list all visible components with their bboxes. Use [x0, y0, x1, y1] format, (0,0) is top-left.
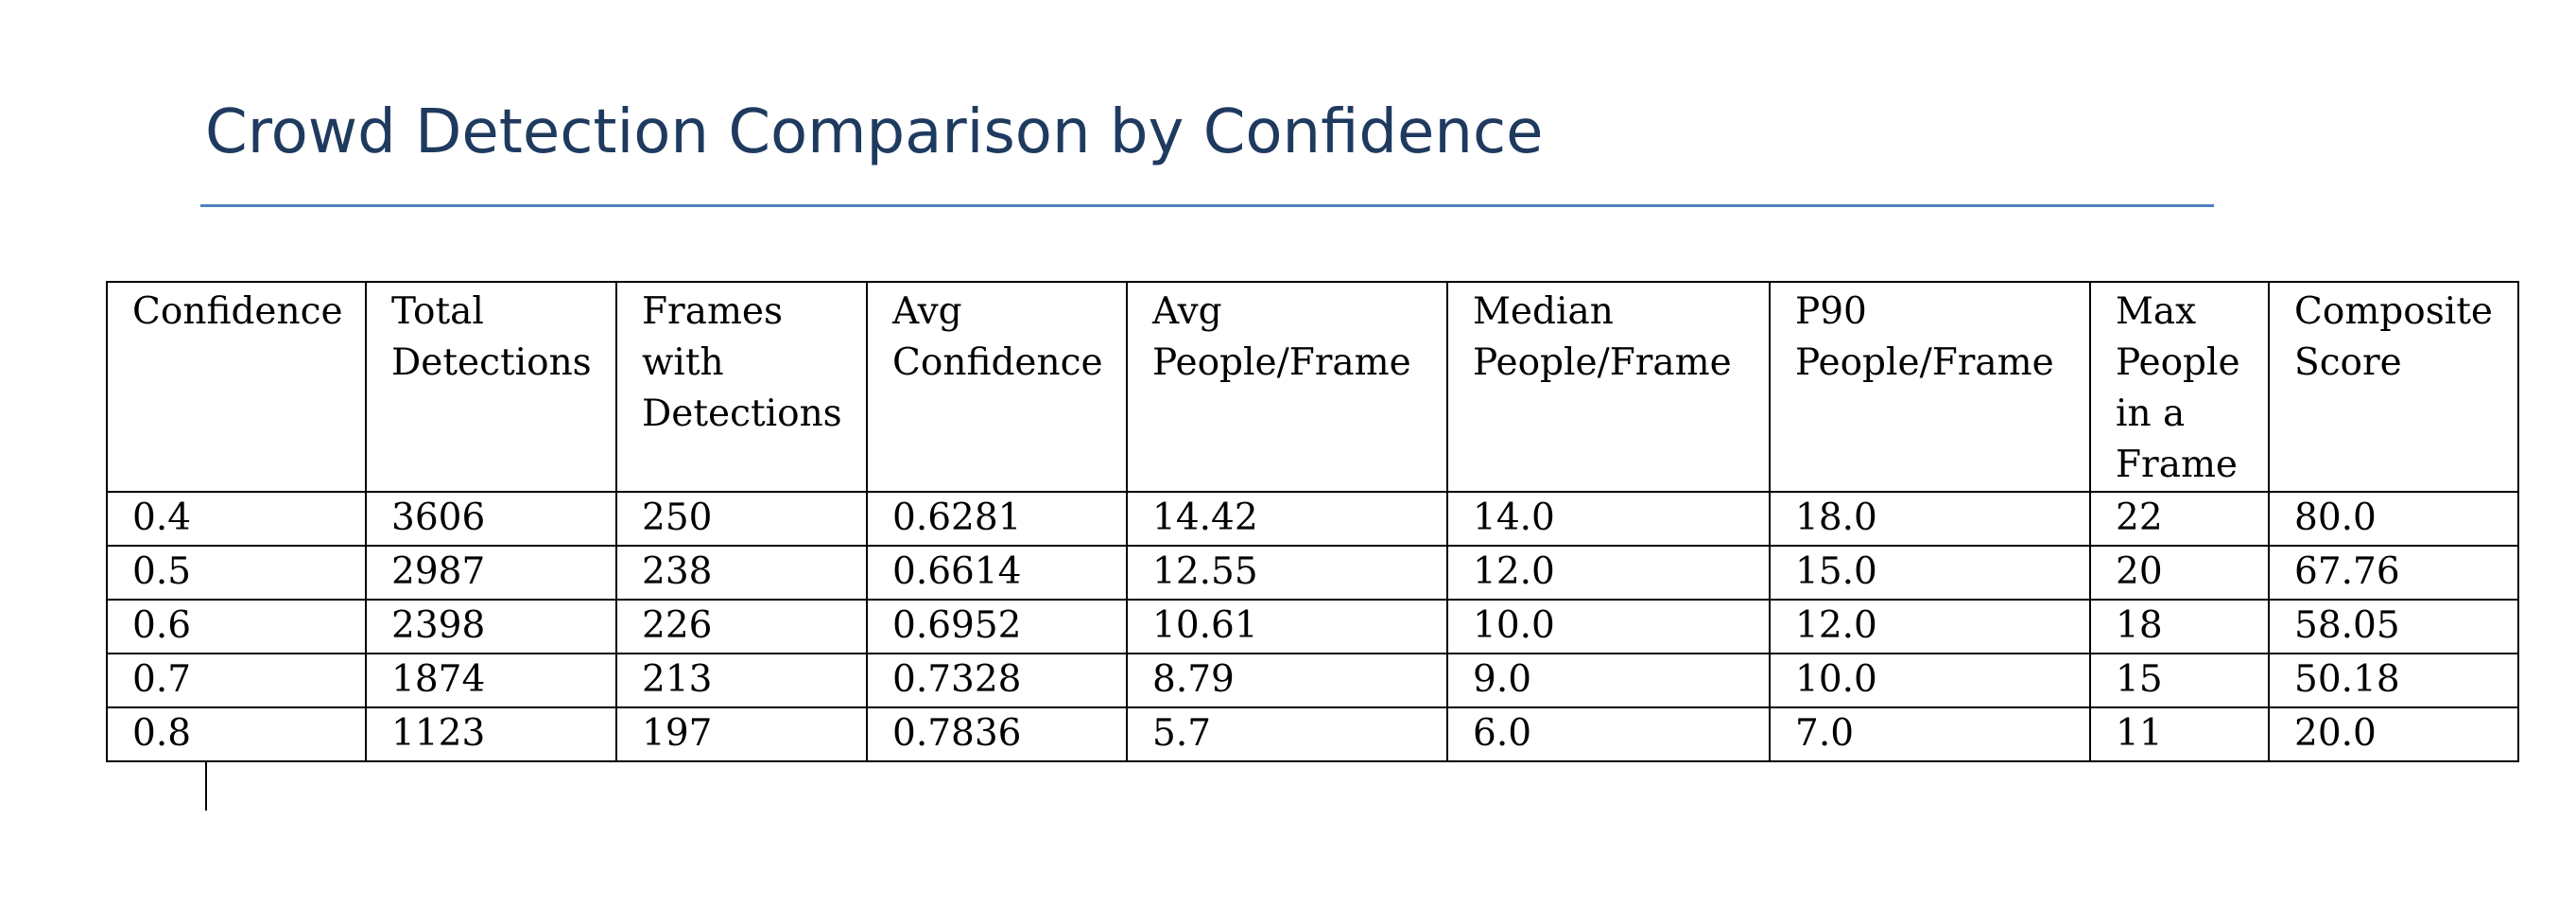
header-avg-confidence: Avg Confidence — [866, 281, 1128, 493]
table-cell: 250 — [615, 491, 868, 547]
table-cell: 10.61 — [1126, 599, 1448, 654]
table-cell: 22 — [2089, 491, 2270, 547]
table-row: 0.8 1123 197 0.7836 5.7 6.0 7.0 11 20.0 — [106, 706, 2519, 762]
table-cell: 10.0 — [1446, 599, 1771, 654]
table-row: 0.7 1874 213 0.7328 8.79 9.0 10.0 15 50.… — [106, 653, 2519, 708]
text-cursor — [205, 761, 207, 811]
comparison-table: Confidence Total Detections Frames with … — [106, 281, 2519, 762]
page-title: Crowd Detection Comparison by Confidence — [205, 97, 1544, 167]
header-avg-people-per-frame: Avg People/Frame — [1126, 281, 1448, 493]
table-cell: 226 — [615, 599, 868, 654]
table-cell: 10.0 — [1769, 653, 2091, 708]
table-cell: 67.76 — [2268, 545, 2519, 601]
table-cell: 0.7328 — [866, 653, 1128, 708]
table-cell: 2398 — [365, 599, 617, 654]
table-cell: 0.6281 — [866, 491, 1128, 547]
table-cell: 0.6 — [106, 599, 367, 654]
title-underline — [200, 204, 2214, 207]
table-cell: 12.0 — [1446, 545, 1771, 601]
table-header-row: Confidence Total Detections Frames with … — [106, 281, 2519, 493]
table-cell: 12.55 — [1126, 545, 1448, 601]
table-cell: 0.6952 — [866, 599, 1128, 654]
table-cell: 20.0 — [2268, 706, 2519, 762]
table-cell: 0.6614 — [866, 545, 1128, 601]
table-cell: 8.79 — [1126, 653, 1448, 708]
table-cell: 5.7 — [1126, 706, 1448, 762]
table-cell: 238 — [615, 545, 868, 601]
table-cell: 58.05 — [2268, 599, 2519, 654]
table-cell: 3606 — [365, 491, 617, 547]
header-confidence: Confidence — [106, 281, 367, 493]
header-median-people-per-frame: Median People/Frame — [1446, 281, 1771, 493]
table-cell: 12.0 — [1769, 599, 2091, 654]
table-cell: 0.4 — [106, 491, 367, 547]
table-cell: 213 — [615, 653, 868, 708]
table-cell: 15.0 — [1769, 545, 2091, 601]
table-cell: 6.0 — [1446, 706, 1771, 762]
header-total-detections: Total Detections — [365, 281, 617, 493]
header-max-people-in-frame: Max People in a Frame — [2089, 281, 2270, 493]
table-cell: 2987 — [365, 545, 617, 601]
header-composite-score: Composite Score — [2268, 281, 2519, 493]
table-cell: 1123 — [365, 706, 617, 762]
table-cell: 50.18 — [2268, 653, 2519, 708]
table-cell: 0.5 — [106, 545, 367, 601]
table-row: 0.5 2987 238 0.6614 12.55 12.0 15.0 20 6… — [106, 545, 2519, 601]
header-p90-people-per-frame: P90 People/Frame — [1769, 281, 2091, 493]
header-frames-with-detections: Frames with Detections — [615, 281, 868, 493]
table-cell: 0.7 — [106, 653, 367, 708]
table-cell: 1874 — [365, 653, 617, 708]
table-cell: 11 — [2089, 706, 2270, 762]
table-cell: 0.7836 — [866, 706, 1128, 762]
table-cell: 0.8 — [106, 706, 367, 762]
table-cell: 7.0 — [1769, 706, 2091, 762]
table-cell: 9.0 — [1446, 653, 1771, 708]
table-cell: 14.0 — [1446, 491, 1771, 547]
table-cell: 80.0 — [2268, 491, 2519, 547]
table-row: 0.6 2398 226 0.6952 10.61 10.0 12.0 18 5… — [106, 599, 2519, 654]
table-cell: 14.42 — [1126, 491, 1448, 547]
table-row: 0.4 3606 250 0.6281 14.42 14.0 18.0 22 8… — [106, 491, 2519, 547]
table-cell: 197 — [615, 706, 868, 762]
table-cell: 20 — [2089, 545, 2270, 601]
table-cell: 18 — [2089, 599, 2270, 654]
table-cell: 15 — [2089, 653, 2270, 708]
table-cell: 18.0 — [1769, 491, 2091, 547]
